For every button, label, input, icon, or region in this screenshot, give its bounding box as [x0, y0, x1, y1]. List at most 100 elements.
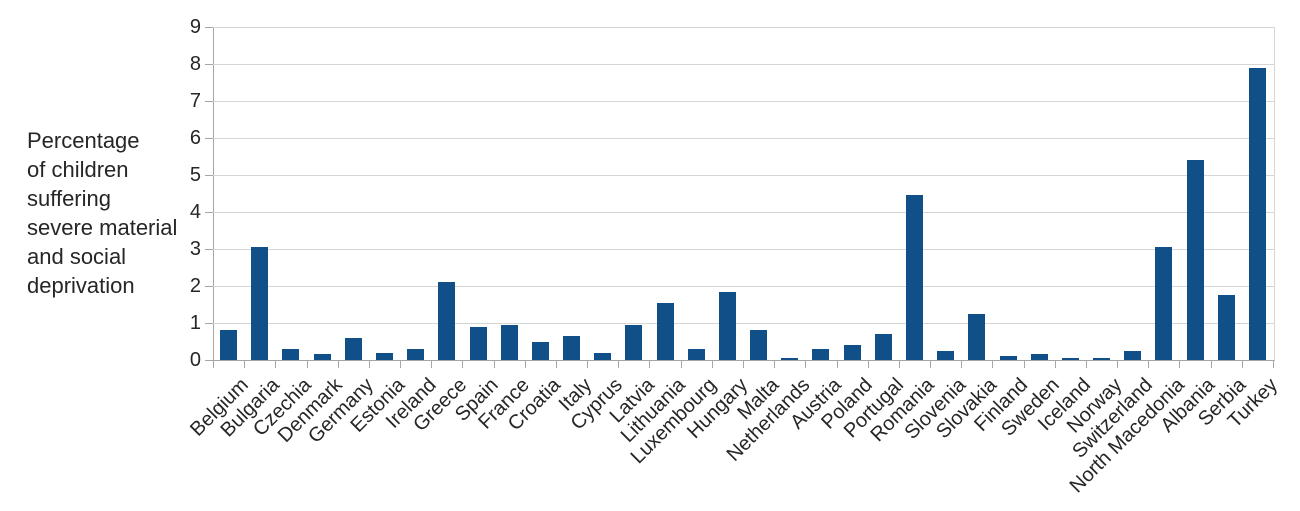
x-axis-tick — [1148, 361, 1150, 368]
bar-luxembourg — [687, 348, 705, 360]
bar-albania — [1186, 160, 1204, 360]
x-axis-tick — [337, 361, 339, 368]
x-axis-tick — [680, 361, 682, 368]
bar-netherlands — [781, 358, 799, 360]
x-axis-tick — [462, 361, 464, 368]
x-axis-tick — [992, 361, 994, 368]
x-axis-tick — [555, 361, 557, 368]
y-axis-tick-label: 0 — [189, 349, 201, 371]
y-axis-title-line: Percentage — [27, 128, 140, 153]
bar-portugal — [874, 334, 892, 360]
y-axis-tick-label: 3 — [189, 238, 201, 260]
x-axis-tick — [805, 361, 807, 368]
gridline-y5 — [213, 175, 1274, 176]
x-axis-tick — [275, 361, 277, 368]
bar-cyprus — [594, 352, 612, 360]
gridline-y8 — [213, 64, 1274, 65]
y-axis-tick-label: 8 — [189, 53, 201, 75]
bar-hungary — [718, 291, 736, 360]
x-axis-tick — [1117, 361, 1119, 368]
x-axis-tick — [774, 361, 776, 368]
bar-germany — [344, 337, 362, 360]
x-axis-tick — [1023, 361, 1025, 368]
y-axis-title-line: severe material — [27, 215, 178, 240]
bar-switzerland — [1124, 350, 1142, 360]
bar-austria — [812, 348, 830, 360]
y-axis-tick — [205, 175, 213, 176]
y-axis-tick-label: 6 — [189, 127, 201, 149]
bar-poland — [843, 345, 861, 360]
x-axis-tick — [368, 361, 370, 368]
x-axis-tick — [213, 361, 214, 368]
x-axis-tick — [431, 361, 433, 368]
x-axis-tick — [1273, 361, 1274, 368]
bar-estonia — [375, 352, 393, 360]
x-axis-tick — [244, 361, 246, 368]
x-axis-tick — [743, 361, 744, 368]
y-axis-tick — [205, 212, 213, 213]
plot-area — [213, 27, 1275, 361]
x-axis-tick — [930, 361, 932, 368]
bar-spain — [469, 326, 487, 360]
bar-latvia — [625, 324, 643, 360]
x-axis-tick — [400, 361, 402, 368]
x-axis-tick — [711, 361, 713, 368]
bar-romania — [905, 195, 923, 360]
bar-czechia — [282, 348, 300, 360]
y-axis-tick-label: 1 — [189, 312, 201, 334]
y-axis-tick — [205, 286, 213, 287]
bar-bulgaria — [251, 247, 269, 360]
bar-greece — [438, 282, 456, 360]
y-axis-tick — [205, 101, 213, 102]
y-axis-tick — [205, 360, 213, 361]
bar-lithuania — [656, 302, 674, 360]
y-axis-tick-label: 2 — [189, 275, 201, 297]
y-axis-title-line: and social — [27, 244, 127, 269]
bar-belgium — [220, 330, 238, 360]
bar-croatia — [531, 341, 549, 360]
gridline-y6 — [213, 138, 1274, 139]
bar-iceland — [1061, 358, 1079, 360]
gridline-y7 — [213, 101, 1274, 102]
bar-sweden — [1030, 354, 1048, 360]
y-axis-tick-label: 5 — [189, 164, 201, 186]
gridline-y3 — [213, 249, 1274, 250]
bar-serbia — [1217, 295, 1235, 360]
x-axis-tick — [618, 361, 620, 368]
y-axis-title: Percentage of children suffering severe … — [27, 126, 202, 300]
bar-turkey — [1248, 67, 1266, 360]
y-axis-title-line: suffering — [27, 186, 111, 211]
bar-slovenia — [937, 350, 955, 360]
y-axis-title-line: of children — [27, 157, 129, 182]
bar-norway — [1093, 358, 1111, 360]
gridline-y2 — [213, 286, 1274, 287]
x-axis-tick — [649, 361, 651, 368]
y-axis-tick-label: 4 — [189, 201, 201, 223]
y-axis-tick — [205, 27, 213, 28]
bar-italy — [563, 335, 581, 360]
x-axis-tick — [867, 361, 869, 368]
x-axis-tick — [836, 361, 838, 368]
bar-finland — [999, 356, 1017, 360]
x-axis-tick — [524, 361, 526, 368]
bar-ireland — [407, 348, 425, 360]
x-axis-tick — [1054, 361, 1056, 368]
bar-malta — [750, 330, 768, 360]
y-axis-tick — [205, 138, 213, 139]
x-axis-tick — [1210, 361, 1212, 368]
y-axis-title-line: deprivation — [27, 273, 135, 298]
gridline-y4 — [213, 212, 1274, 213]
x-axis-tick — [898, 361, 900, 368]
bar-north-macedonia — [1155, 247, 1173, 360]
x-axis-tick — [1085, 361, 1087, 368]
x-axis-tick — [1179, 361, 1181, 368]
x-axis-tick — [587, 361, 589, 368]
gridline-y1 — [213, 323, 1274, 324]
bar-slovakia — [968, 313, 986, 360]
x-axis-tick — [306, 361, 308, 368]
y-axis-tick-label: 9 — [189, 16, 201, 38]
bar-denmark — [313, 354, 331, 360]
x-axis-tick — [961, 361, 963, 368]
y-axis-tick-label: 7 — [189, 90, 201, 112]
y-axis-tick — [205, 323, 213, 324]
